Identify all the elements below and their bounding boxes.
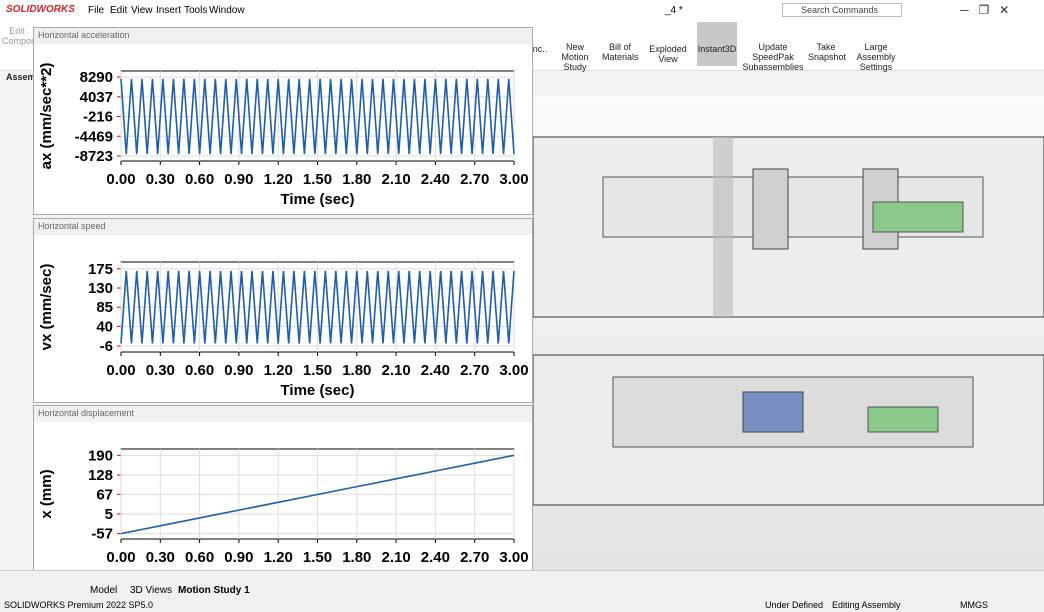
x-tick-label: 2.70 <box>460 362 489 379</box>
x-tick-label: 1.50 <box>303 549 332 566</box>
title-bar: SOLIDWORKS File Edit View Insert Tools W… <box>0 0 1044 22</box>
y-tick-label: 40 <box>96 318 113 335</box>
x-tick-label: 0.60 <box>185 171 214 188</box>
graph-title: Horizontal acceleration <box>34 28 532 44</box>
status-text: Editing Assembly <box>832 600 901 610</box>
y-tick-label: -57 <box>91 526 113 543</box>
x-tick-label: 0.00 <box>106 171 135 188</box>
bottom-tabs: Model 3D Views Motion Study 1 <box>0 570 1044 599</box>
toolbar-button[interactable]: Instant3D <box>697 22 737 66</box>
x-tick-label: 0.30 <box>146 549 175 566</box>
toolbar-button[interactable]: Edit Compon <box>2 26 32 46</box>
graph-title: Horizontal speed <box>34 219 532 235</box>
x-tick-label: 1.50 <box>303 171 332 188</box>
y-tick-label: 175 <box>88 261 113 278</box>
status-text: SOLIDWORKS Premium 2022 SP5.0 <box>4 600 153 610</box>
chart: 8290 4037 -216 -4469 -8723 0.00 0.30 0.60 0.90 1.… <box>34 44 532 214</box>
x-tick-label: 0.90 <box>224 549 253 566</box>
y-axis-label: vx (mm/sec) <box>38 264 55 351</box>
x-tick-label: 0.30 <box>146 171 175 188</box>
tab[interactable]: Motion Study 1 <box>178 585 250 596</box>
model-view <box>533 97 1044 570</box>
logo: SOLIDWORKS <box>6 4 75 15</box>
toolbar-button[interactable]: Large Assembly Settings <box>846 42 906 72</box>
y-tick-label: -6 <box>100 338 113 355</box>
x-tick-label: 3.00 <box>499 549 528 566</box>
status-text: MMGS <box>960 600 988 610</box>
screen: SOLIDWORKS File Edit View Insert Tools W… <box>0 0 1044 612</box>
x-tick-label: 1.80 <box>342 362 371 379</box>
y-tick-label: -4469 <box>75 128 113 145</box>
x-tick-label: 2.10 <box>381 362 410 379</box>
x-tick-label: 0.00 <box>106 549 135 566</box>
y-tick-label: 4037 <box>80 89 113 106</box>
graph-panel: Horizontal acceleration 8290 4037 -216 -4469… <box>33 27 533 215</box>
tab[interactable]: Assem <box>6 72 36 82</box>
x-tick-label: 1.20 <box>264 171 293 188</box>
toolbar-button[interactable]: Update SpeedPak Subassemblies <box>740 42 806 72</box>
x-tick-label: 1.20 <box>264 549 293 566</box>
y-tick-label: -8723 <box>75 148 113 165</box>
x-tick-label: 1.80 <box>342 171 371 188</box>
x-axis-label: Time (sec) <box>281 382 355 399</box>
x-tick-label: 1.20 <box>264 362 293 379</box>
menu-item[interactable]: Insert <box>156 5 181 16</box>
x-tick-label: 0.30 <box>146 362 175 379</box>
x-tick-label: 2.40 <box>421 549 450 566</box>
menu-item[interactable]: File <box>88 5 104 16</box>
document-name: _4 * <box>665 5 683 16</box>
x-tick-label: 2.70 <box>460 171 489 188</box>
y-tick-label: 8290 <box>80 69 113 86</box>
x-tick-label: 2.10 <box>381 549 410 566</box>
x-tick-label: 3.00 <box>499 171 528 188</box>
x-tick-label: 0.00 <box>106 362 135 379</box>
graph-title: Horizontal displacement <box>34 406 532 422</box>
x-tick-label: 2.10 <box>381 171 410 188</box>
graph-panel: Horizontal speed 175 130 85 40 -6 0.00 0.30 0.60… <box>33 218 533 403</box>
x-tick-label: 0.90 <box>224 171 253 188</box>
chart: 175 130 85 40 -6 0.00 0.30 0.60 0.90 1.20 1.50 1.80… <box>34 235 532 402</box>
x-tick-label: 1.80 <box>342 549 371 566</box>
x-tick-label: 0.90 <box>224 362 253 379</box>
y-tick-label: 128 <box>88 467 113 484</box>
x-tick-label: 2.40 <box>421 362 450 379</box>
status-text: Under Defined <box>765 600 823 610</box>
toolbar-button[interactable]: nc.. <box>530 44 550 54</box>
menu-item[interactable]: Window <box>209 5 245 16</box>
x-tick-label: 2.70 <box>460 549 489 566</box>
x-tick-label: 0.60 <box>185 362 214 379</box>
tab[interactable]: 3D Views <box>130 585 172 596</box>
x-tick-label: 2.40 <box>421 171 450 188</box>
toolbar-button[interactable]: Bill of Materials <box>602 42 638 62</box>
x-tick-label: 1.50 <box>303 362 332 379</box>
graph-panel: Horizontal displacement 190 128 67 5 -57 0.00 0… <box>33 405 533 570</box>
y-tick-label: 67 <box>96 486 113 503</box>
toolbar-button[interactable]: Take Snapshot <box>808 42 844 62</box>
menu-item[interactable]: Tools <box>184 5 207 16</box>
y-tick-label: 130 <box>88 280 113 297</box>
y-tick-label: -216 <box>83 109 113 126</box>
toolbar-button[interactable]: Exploded View <box>640 44 696 64</box>
y-tick-label: 85 <box>96 299 113 316</box>
graphics-area <box>533 97 1044 570</box>
x-tick-label: 3.00 <box>499 362 528 379</box>
window-controls[interactable]: ─ ❐ ✕ <box>960 3 1009 17</box>
x-tick-label: 0.60 <box>185 549 214 566</box>
y-tick-label: 190 <box>88 447 113 464</box>
toolbar-button[interactable]: New Motion Study <box>552 42 598 72</box>
y-axis-label: x (mm) <box>38 469 55 518</box>
y-tick-label: 5 <box>105 506 113 523</box>
menu-item[interactable]: View <box>131 5 153 16</box>
menu-item[interactable]: Edit <box>110 5 127 16</box>
search-box[interactable]: Search Commands <box>782 3 902 17</box>
status-bar: SOLIDWORKS Premium 2022 SP5.0 Under Defi… <box>0 598 1044 612</box>
x-axis-label: Time (sec) <box>281 191 355 208</box>
tab[interactable]: Model <box>90 585 117 596</box>
y-axis-label: ax (mm/sec**2) <box>38 63 55 170</box>
